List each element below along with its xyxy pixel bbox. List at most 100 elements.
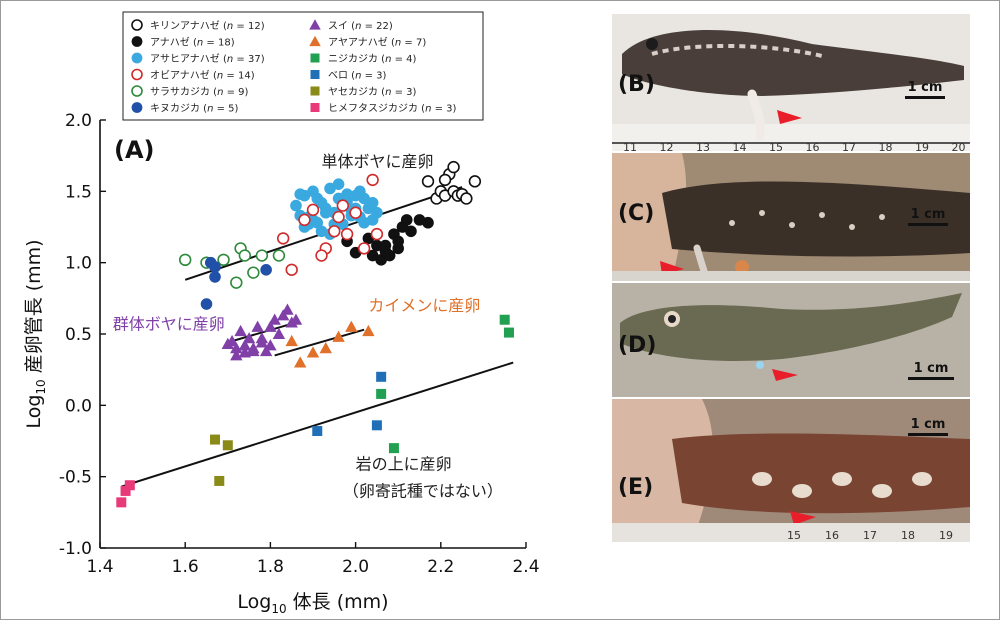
annotation-label: （卵寄託種ではない） bbox=[343, 482, 503, 501]
data-point bbox=[306, 203, 320, 217]
legend-marker bbox=[131, 19, 143, 31]
scale-bar-c: 1 cm bbox=[908, 207, 948, 226]
data-point bbox=[289, 313, 303, 325]
ruler-number: 17 bbox=[842, 141, 856, 151]
data-point bbox=[264, 320, 277, 332]
legend-marker bbox=[131, 102, 143, 113]
data-point bbox=[260, 263, 272, 276]
legend-marker bbox=[131, 85, 143, 97]
data-point bbox=[242, 332, 256, 344]
data-point bbox=[230, 276, 243, 289]
scale-bar-d: 1 cm bbox=[908, 361, 954, 380]
data-point bbox=[379, 239, 392, 252]
data-point bbox=[209, 271, 221, 283]
data-point bbox=[366, 196, 379, 209]
data-point bbox=[349, 206, 362, 219]
data-point bbox=[319, 342, 332, 354]
photo-label-c: (C) bbox=[618, 201, 655, 226]
ruler-number: 20 bbox=[952, 141, 966, 151]
data-point bbox=[383, 249, 396, 262]
photo-panel-d: (D) 1 cm bbox=[612, 283, 970, 397]
x-tick-label: 2.4 bbox=[512, 557, 539, 577]
data-point bbox=[179, 253, 192, 267]
ruler-number: 15 bbox=[769, 141, 783, 151]
legend-entry: ヤセカジカ (n = 3) bbox=[328, 86, 417, 98]
data-point bbox=[332, 210, 345, 224]
data-point bbox=[272, 327, 286, 339]
panel-label-a: (A) bbox=[114, 136, 155, 164]
data-point bbox=[405, 225, 417, 238]
data-point bbox=[276, 309, 290, 321]
scale-label-d: 1 cm bbox=[913, 361, 949, 376]
y-tick-label: -1.0 bbox=[59, 539, 92, 559]
data-point bbox=[400, 214, 413, 226]
data-point bbox=[290, 199, 302, 212]
data-point bbox=[362, 324, 375, 337]
data-point bbox=[116, 497, 127, 508]
photo-label-e: (E) bbox=[618, 475, 654, 500]
legend: キリンアナハゼ (n = 12) アナハゼ (n = 18) アサヒアナハゼ (n … bbox=[122, 11, 484, 121]
data-point bbox=[503, 327, 514, 338]
data-point bbox=[200, 298, 213, 310]
data-point bbox=[366, 214, 379, 226]
scale-label-e: 1 cm bbox=[910, 417, 946, 432]
data-point bbox=[294, 188, 307, 200]
x-tick-label: 1.4 bbox=[86, 557, 113, 577]
scale-label-c: 1 cm bbox=[910, 207, 946, 222]
trendline bbox=[274, 328, 365, 357]
photo-panel-c: (C) 1 cm bbox=[612, 153, 970, 281]
data-point bbox=[315, 249, 328, 262]
data-point bbox=[468, 175, 482, 188]
data-point bbox=[268, 313, 281, 325]
fish-photo-c bbox=[612, 153, 970, 281]
legend-entry: スイ (n = 22) bbox=[328, 21, 393, 32]
data-point bbox=[294, 356, 307, 368]
data-point bbox=[388, 443, 399, 454]
ruler-number: 18 bbox=[901, 529, 915, 542]
data-point bbox=[230, 349, 243, 361]
y-tick-label: -0.5 bbox=[59, 468, 92, 488]
data-point bbox=[276, 232, 290, 245]
data-point bbox=[340, 227, 354, 241]
data-point bbox=[311, 192, 324, 205]
trendline bbox=[120, 361, 514, 488]
data-point bbox=[499, 314, 510, 325]
scatter-chart: キリンアナハゼ (n = 12) アナハゼ (n = 18) アサヒアナハゼ (n … bbox=[23, 11, 540, 616]
data-point bbox=[345, 320, 358, 332]
y-tick-label: 1.0 bbox=[65, 254, 92, 274]
x-tick-label: 2.2 bbox=[427, 557, 454, 577]
data-point bbox=[332, 178, 345, 191]
data-point bbox=[285, 263, 298, 276]
data-point bbox=[222, 440, 233, 451]
data-point bbox=[354, 185, 366, 198]
data-point bbox=[298, 213, 311, 227]
data-point bbox=[366, 173, 379, 187]
data-point bbox=[328, 225, 341, 238]
data-point bbox=[319, 206, 332, 219]
legend-entry: サラサカジカ (n = 9) bbox=[150, 86, 249, 98]
photo-label-b: (B) bbox=[618, 72, 655, 97]
data-point bbox=[251, 320, 264, 332]
data-point bbox=[124, 480, 135, 491]
legend-entry: アサヒアナハゼ (n = 37) bbox=[150, 53, 265, 65]
y-tick-label: 0.0 bbox=[65, 396, 92, 416]
legend-box bbox=[122, 11, 484, 121]
legend-marker bbox=[310, 86, 320, 96]
data-point bbox=[264, 339, 277, 351]
data-point bbox=[376, 388, 387, 399]
data-point bbox=[255, 332, 269, 344]
ruler-number: 18 bbox=[879, 141, 893, 151]
scale-bar-e: 1 cm bbox=[908, 417, 948, 436]
data-point bbox=[281, 303, 294, 315]
data-point bbox=[447, 160, 460, 174]
ruler-e: 15 16 17 18 19 bbox=[787, 529, 953, 542]
legend-marker bbox=[310, 53, 320, 63]
legend-marker bbox=[131, 52, 143, 64]
ruler-number: 16 bbox=[825, 529, 839, 542]
data-point bbox=[357, 242, 371, 255]
data-point bbox=[214, 475, 225, 486]
data-point bbox=[238, 339, 252, 351]
data-point bbox=[306, 346, 320, 358]
data-point bbox=[371, 420, 382, 431]
legend-marker bbox=[309, 35, 321, 47]
